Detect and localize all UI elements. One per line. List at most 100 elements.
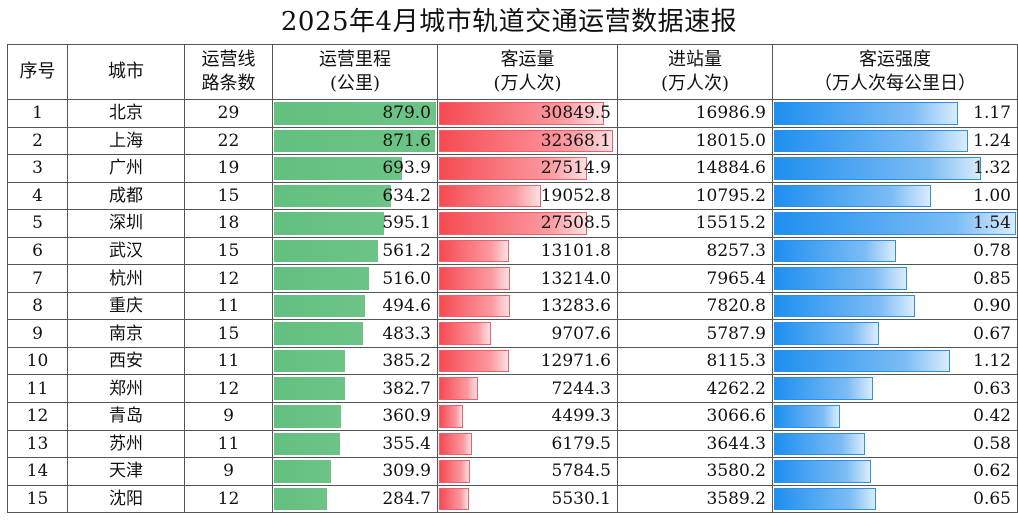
entries-cell: 7820.8 <box>617 291 773 321</box>
intensity-bar <box>774 377 873 401</box>
entries-cell: 8257.3 <box>617 236 773 266</box>
intensity-cell: 0.85 <box>772 264 1018 293</box>
city-cell: 北京 <box>67 99 185 128</box>
intensity-cell: 1.24 <box>772 126 1018 156</box>
intensity-value: 0.63 <box>973 378 1011 399</box>
passengers-bar <box>439 377 478 401</box>
intensity-bar <box>774 184 931 208</box>
intensity-value: 0.85 <box>973 268 1011 289</box>
rank-cell: 6 <box>7 236 68 266</box>
passengers-cell: 7244.3 <box>437 374 618 404</box>
header-passengers: 客运量 (万人次) <box>437 44 618 100</box>
header-intensity-line1: 客运强度 <box>859 49 931 70</box>
rank-cell: 8 <box>7 291 68 321</box>
passengers-bar <box>439 294 511 318</box>
mileage-bar <box>274 405 341 428</box>
intensity-value: 1.00 <box>973 185 1011 206</box>
header-lines: 运营线 路条数 <box>184 44 273 100</box>
mileage-cell: 561.2 <box>272 236 438 266</box>
city-cell: 深圳 <box>67 209 185 238</box>
rank-cell: 15 <box>7 484 68 514</box>
passengers-bar <box>439 102 605 125</box>
lines-cell: 9 <box>184 457 273 486</box>
passengers-bar <box>439 129 613 153</box>
rank-cell: 1 <box>7 99 68 128</box>
entries-cell: 3589.2 <box>617 484 773 514</box>
mileage-bar <box>274 239 378 263</box>
passengers-cell: 13214.0 <box>437 264 618 293</box>
entries-cell: 5787.9 <box>617 319 773 348</box>
header-mileage: 运营里程 (公里) <box>272 44 438 100</box>
mileage-cell: 284.7 <box>272 484 438 514</box>
passengers-cell: 6179.5 <box>437 429 618 459</box>
entries-cell: 3580.2 <box>617 457 773 486</box>
mileage-bar <box>274 377 345 401</box>
passengers-cell: 13101.8 <box>437 236 618 266</box>
header-mileage-line2: (公里) <box>329 73 381 94</box>
intensity-bar <box>774 129 969 153</box>
passengers-value: 9707.6 <box>551 323 611 344</box>
header-rank: 序号 <box>7 44 68 100</box>
intensity-value: 1.17 <box>973 103 1011 124</box>
passengers-cell: 30849.5 <box>437 99 618 128</box>
mileage-cell: 355.4 <box>272 429 438 459</box>
passengers-bar <box>439 184 542 208</box>
passengers-cell: 9707.6 <box>437 319 618 348</box>
mileage-value: 516.0 <box>382 268 431 289</box>
passengers-value: 19052.8 <box>540 185 611 206</box>
passengers-cell: 32368.1 <box>437 126 618 156</box>
mileage-value: 693.9 <box>382 158 431 179</box>
mileage-bar <box>274 184 392 208</box>
intensity-cell: 1.12 <box>772 346 1018 376</box>
lines-cell: 15 <box>184 236 273 266</box>
mileage-cell: 360.9 <box>272 402 438 431</box>
city-cell: 苏州 <box>67 429 185 459</box>
passengers-cell: 27514.9 <box>437 154 618 183</box>
rank-cell: 12 <box>7 402 68 431</box>
intensity-bar <box>774 405 840 428</box>
mileage-value: 309.9 <box>382 461 431 482</box>
entries-cell: 8115.3 <box>617 346 773 376</box>
mileage-cell: 871.6 <box>272 126 438 156</box>
passengers-cell: 27508.5 <box>437 209 618 238</box>
intensity-cell: 1.17 <box>772 99 1018 128</box>
table-row: 9 南京 15 483.3 9707.6 5787.9 0.67 <box>7 319 1018 348</box>
intensity-cell: 0.67 <box>772 319 1018 348</box>
lines-cell: 18 <box>184 209 273 238</box>
rank-cell: 5 <box>7 209 68 238</box>
header-mileage-line1: 运营里程 <box>319 49 391 70</box>
mileage-cell: 382.7 <box>272 374 438 404</box>
intensity-cell: 0.62 <box>772 457 1018 486</box>
passengers-value: 4499.3 <box>551 406 611 427</box>
mileage-cell: 516.0 <box>272 264 438 293</box>
entries-cell: 3644.3 <box>617 429 773 459</box>
intensity-cell: 0.90 <box>772 291 1018 321</box>
header-intensity-line2: （万人次每公里日） <box>814 73 976 94</box>
passengers-value: 27508.5 <box>540 213 611 234</box>
intensity-bar <box>774 322 880 345</box>
table-row: 12 青岛 9 360.9 4499.3 3066.6 0.42 <box>7 402 1018 431</box>
mileage-bar <box>274 294 366 318</box>
table-row: 2 上海 22 871.6 32368.1 18015.0 1.24 <box>7 126 1018 156</box>
mileage-bar <box>274 460 332 483</box>
mileage-cell: 693.9 <box>272 154 438 183</box>
rank-cell: 11 <box>7 374 68 404</box>
passengers-cell: 12971.6 <box>437 346 618 376</box>
entries-cell: 18015.0 <box>617 126 773 156</box>
intensity-bar <box>774 460 872 483</box>
passengers-value: 30849.5 <box>540 103 611 124</box>
mileage-value: 355.4 <box>382 433 431 454</box>
rank-cell: 13 <box>7 429 68 459</box>
intensity-value: 0.65 <box>973 488 1011 509</box>
passengers-bar <box>439 487 469 511</box>
lines-cell: 9 <box>184 402 273 431</box>
intensity-cell: 1.54 <box>772 209 1018 238</box>
intensity-bar <box>774 487 876 511</box>
rank-cell: 4 <box>7 181 68 211</box>
passengers-value: 5784.5 <box>551 461 611 482</box>
page-title: 2025年4月城市轨道交通运营数据速报 <box>280 7 738 37</box>
header-entries: 进站量 (万人次) <box>617 44 773 100</box>
city-cell: 沈阳 <box>67 484 185 514</box>
lines-cell: 12 <box>184 484 273 514</box>
passengers-cell: 13283.6 <box>437 291 618 321</box>
